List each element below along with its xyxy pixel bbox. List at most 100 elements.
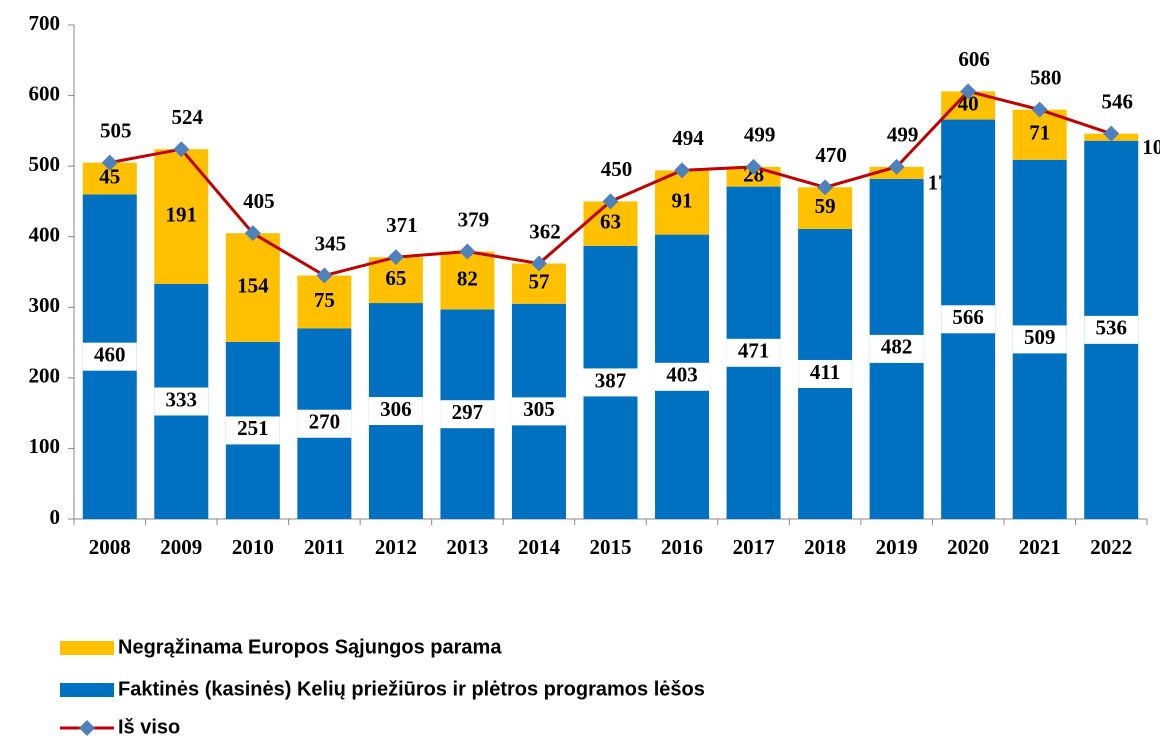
blue-label: 333 — [166, 387, 198, 411]
total-label: 499 — [744, 123, 776, 147]
total-marker — [960, 83, 977, 100]
blue-label: 509 — [1024, 325, 1056, 349]
bar-yellow — [440, 251, 495, 310]
total-label: 524 — [172, 105, 204, 129]
y-tick-label: 700 — [29, 11, 61, 35]
blue-label: 270 — [309, 410, 341, 434]
total-marker — [530, 255, 547, 272]
blue-label: 471 — [738, 339, 770, 363]
total-label: 379 — [458, 207, 490, 231]
total-marker — [101, 154, 118, 171]
total-marker — [1031, 101, 1048, 118]
x-tick-label: 2014 — [518, 535, 561, 559]
blue-label: 403 — [666, 363, 698, 387]
blue-label: 566 — [952, 305, 984, 329]
label-box — [511, 397, 566, 426]
x-tick-label: 2012 — [375, 535, 417, 559]
x-tick-label: 2017 — [733, 535, 775, 559]
blue-label: 411 — [810, 360, 840, 384]
total-label: 362 — [529, 219, 561, 243]
x-tick-label: 2010 — [232, 535, 274, 559]
total-label: 505 — [100, 118, 132, 142]
y-tick-label: 100 — [29, 434, 61, 458]
label-box — [440, 400, 495, 429]
label-box — [1084, 315, 1139, 344]
legend-swatch — [60, 641, 114, 655]
total-marker — [745, 158, 762, 175]
x-tick-label: 2016 — [661, 535, 703, 559]
label-box — [225, 416, 280, 445]
total-label: 580 — [1030, 65, 1062, 89]
label-box — [154, 387, 209, 416]
total-marker — [602, 193, 619, 210]
label-box — [869, 334, 924, 363]
yellow-label: 91 — [672, 188, 693, 212]
blue-label: 251 — [237, 416, 269, 440]
label-box — [798, 359, 853, 388]
total-label: 546 — [1101, 89, 1133, 113]
label-box — [368, 397, 423, 426]
label-box — [583, 368, 638, 397]
yellow-label: 63 — [600, 209, 621, 233]
x-tick-label: 2015 — [590, 535, 632, 559]
yellow-label: 45 — [99, 164, 120, 188]
blue-label: 297 — [452, 400, 484, 424]
y-tick-label: 600 — [29, 81, 61, 105]
x-tick-label: 2011 — [304, 535, 345, 559]
yellow-label: 75 — [314, 288, 335, 312]
yellow-label: 65 — [385, 266, 406, 290]
bar-yellow — [297, 275, 352, 329]
bar-yellow — [655, 170, 710, 235]
total-label: 470 — [815, 143, 847, 167]
label-box — [655, 362, 710, 391]
yellow-label: 10 — [1142, 135, 1160, 159]
y-tick-label: 0 — [50, 505, 61, 529]
blue-label: 536 — [1095, 316, 1127, 340]
total-label: 450 — [601, 157, 633, 181]
legend-label: Negrąžinama Europos Sąjungos parama — [118, 636, 502, 658]
y-tick-label: 200 — [29, 364, 61, 388]
blue-label: 482 — [881, 335, 913, 359]
bar-yellow — [225, 233, 280, 342]
x-tick-label: 2013 — [446, 535, 488, 559]
x-tick-label: 2018 — [804, 535, 846, 559]
total-marker — [387, 249, 404, 266]
legend-label: Faktinės (kasinės) Kelių priežiūros ir p… — [118, 678, 705, 700]
yellow-label: 82 — [457, 266, 478, 290]
label-box — [297, 409, 352, 438]
x-tick-label: 2021 — [1019, 535, 1061, 559]
yellow-label: 71 — [1029, 121, 1050, 145]
y-tick-label: 400 — [29, 223, 61, 247]
legend-swatch — [60, 683, 114, 697]
y-tick-label: 500 — [29, 152, 61, 176]
blue-label: 305 — [523, 397, 555, 421]
total-label: 371 — [386, 213, 418, 237]
yellow-label: 191 — [166, 202, 198, 226]
blue-label: 460 — [94, 342, 126, 366]
label-box — [941, 305, 996, 334]
legend-label: Iš viso — [118, 716, 180, 736]
bar-yellow — [1012, 109, 1067, 160]
total-label: 405 — [243, 189, 275, 213]
total-label: 499 — [887, 123, 919, 147]
legend-marker — [79, 720, 95, 736]
total-label: 345 — [315, 231, 347, 255]
blue-label: 306 — [380, 397, 412, 421]
total-marker — [674, 162, 691, 179]
yellow-label: 154 — [237, 273, 269, 297]
total-marker — [817, 179, 834, 196]
total-marker — [1103, 125, 1120, 142]
yellow-label: 57 — [528, 269, 549, 293]
x-tick-label: 2008 — [89, 535, 131, 559]
total-marker — [316, 267, 333, 284]
total-marker — [888, 158, 905, 175]
total-marker — [173, 141, 190, 158]
blue-label: 387 — [595, 368, 627, 392]
x-tick-label: 2022 — [1090, 535, 1132, 559]
label-box — [82, 342, 137, 371]
label-box — [1012, 325, 1067, 354]
x-tick-label: 2009 — [160, 535, 202, 559]
label-box — [726, 338, 781, 367]
x-tick-label: 2019 — [876, 535, 918, 559]
